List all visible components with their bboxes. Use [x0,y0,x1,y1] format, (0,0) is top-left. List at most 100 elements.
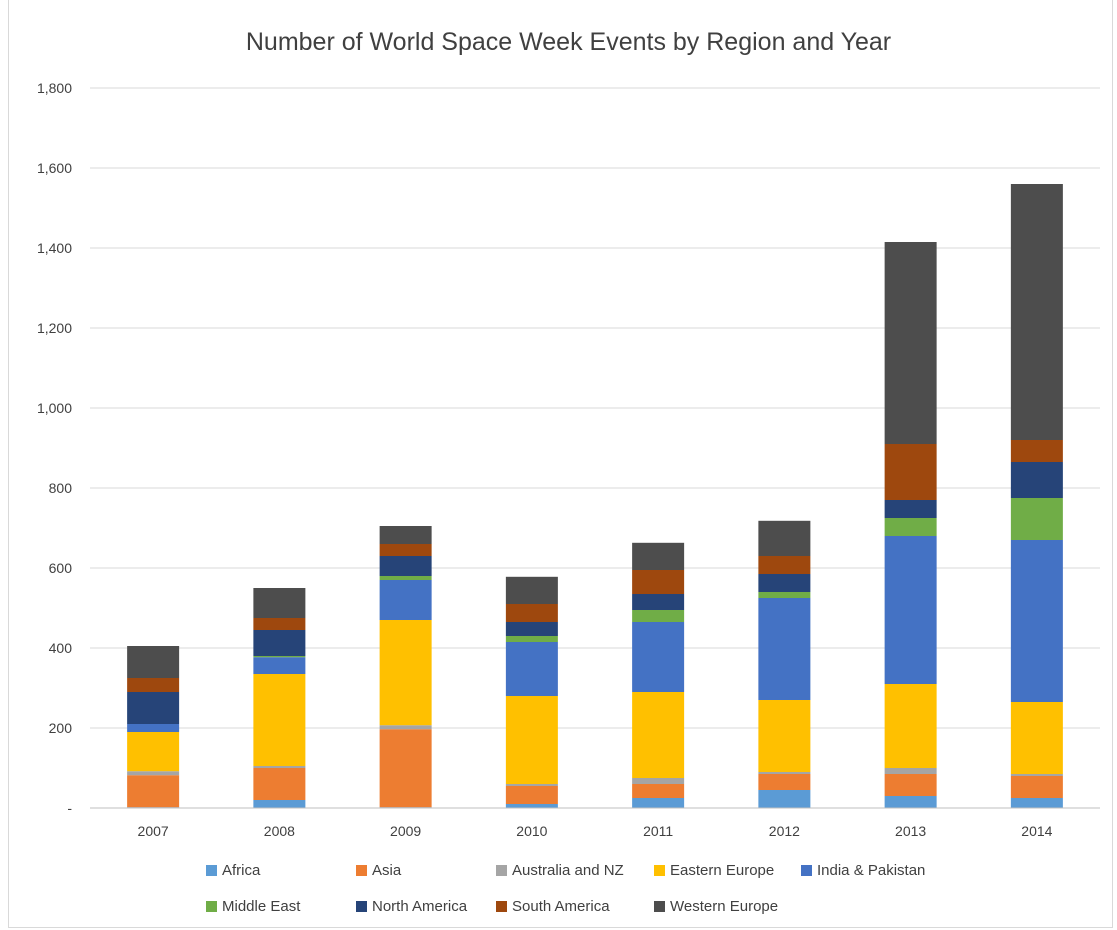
bar-segment [253,674,306,766]
bar-segment [632,778,685,784]
bar-segment [379,725,432,730]
bar-segment [758,790,811,808]
bar-segment [253,588,306,618]
bar-segment [758,774,811,790]
bar-segment [884,536,937,684]
bar-segment [758,700,811,772]
bar-segment [1010,440,1063,462]
bar-segment [1010,184,1063,440]
legend-item: Western Europe [654,898,778,915]
y-tick-label: 1,200 [37,320,72,336]
x-tick-label: 2011 [643,823,673,839]
bar-segment [253,768,306,800]
legend-item: Eastern Europe [654,862,774,879]
bar-segment [884,796,937,808]
x-tick-label: 2014 [1021,823,1052,839]
legend-swatch [654,901,665,912]
bar-segment [632,594,685,610]
y-tick-label: 200 [49,720,73,736]
y-tick-label: 600 [49,560,73,576]
bar-segment [253,800,306,808]
legend-swatch [356,901,367,912]
bar-segment [758,598,811,700]
bar-segment [1010,774,1063,776]
y-tick-label: 1,800 [37,80,72,96]
bar-segment [127,771,180,776]
x-tick-label: 2012 [769,823,800,839]
bar-segment [505,604,558,622]
legend-label: North America [372,898,468,915]
legend-swatch [206,865,217,876]
legend-item: Middle East [206,898,300,915]
chart-plot: - 200 400 600 800 1,000 1,200 1,400 1,600 1,800 20… [37,80,1100,839]
legend-label: Africa [222,862,261,879]
bar-segment [758,772,811,774]
bar-segment [505,784,558,786]
bar-segment [884,500,937,518]
legend-swatch [496,865,507,876]
x-tick-label: 2009 [390,823,421,839]
legend-item: Africa [206,862,260,879]
bar-segment [253,630,306,656]
bar-segment [127,646,180,678]
legend-item: North America [356,898,467,915]
legend-swatch [654,865,665,876]
legend-label: Asia [372,862,402,879]
x-tick-label: 2010 [516,823,547,839]
y-tick-label: 1,000 [37,400,72,416]
bar-segment [758,574,811,592]
bar-segment [632,542,685,570]
bar-segment [884,768,937,774]
bar-segment [884,684,937,768]
bar-segment [884,518,937,536]
bar-segment [379,576,432,580]
bar-segment [632,784,685,798]
y-tick-label: 1,600 [37,160,72,176]
bar-segment [379,729,432,808]
x-tick-label: 2008 [264,823,295,839]
bar-segment [505,804,558,808]
bar-segment [1010,798,1063,808]
bar-segment [758,520,811,556]
legend-item: South America [496,898,610,915]
legend-label: India & Pakistan [817,862,926,879]
bar-segment [505,642,558,696]
legend-item: Asia [356,862,401,879]
bar-segment [127,775,180,808]
bar-segment [632,692,685,778]
bar-segment [379,580,432,620]
legend-swatch [801,865,812,876]
x-tick-label: 2013 [895,823,926,839]
legend-label: Western Europe [670,898,779,915]
bar-segment [127,692,180,724]
bar-segment [505,622,558,636]
bar-segment [632,798,685,808]
legend-label: South America [512,898,610,915]
legend-item: Australia and NZ [496,862,624,879]
legend-swatch [206,901,217,912]
bar-segment [1010,498,1063,540]
legend-item: India & Pakistan [801,862,925,879]
legend-swatch [356,865,367,876]
bar-segment [758,592,811,598]
y-tick-label: 1,400 [37,240,72,256]
bar-segment [505,636,558,642]
bar-segment [253,766,306,768]
bar-segment [632,570,685,594]
bar-segment [758,556,811,574]
bar-segment [379,556,432,576]
bar-segment [127,732,180,772]
bar-segment [127,678,180,692]
bar-segment [1010,540,1063,702]
bar-segment [1010,776,1063,798]
y-tick-label: 800 [49,480,73,496]
bar-segment [884,444,937,500]
chart-title: Number of World Space Week Events by Reg… [245,28,892,56]
chart-frame [8,0,1113,928]
bar-segment [505,786,558,804]
bar-segment [379,620,432,726]
bar-segment [505,576,558,604]
bar-segment [1010,702,1063,774]
bar-segment [632,622,685,692]
bar-segment [127,724,180,732]
